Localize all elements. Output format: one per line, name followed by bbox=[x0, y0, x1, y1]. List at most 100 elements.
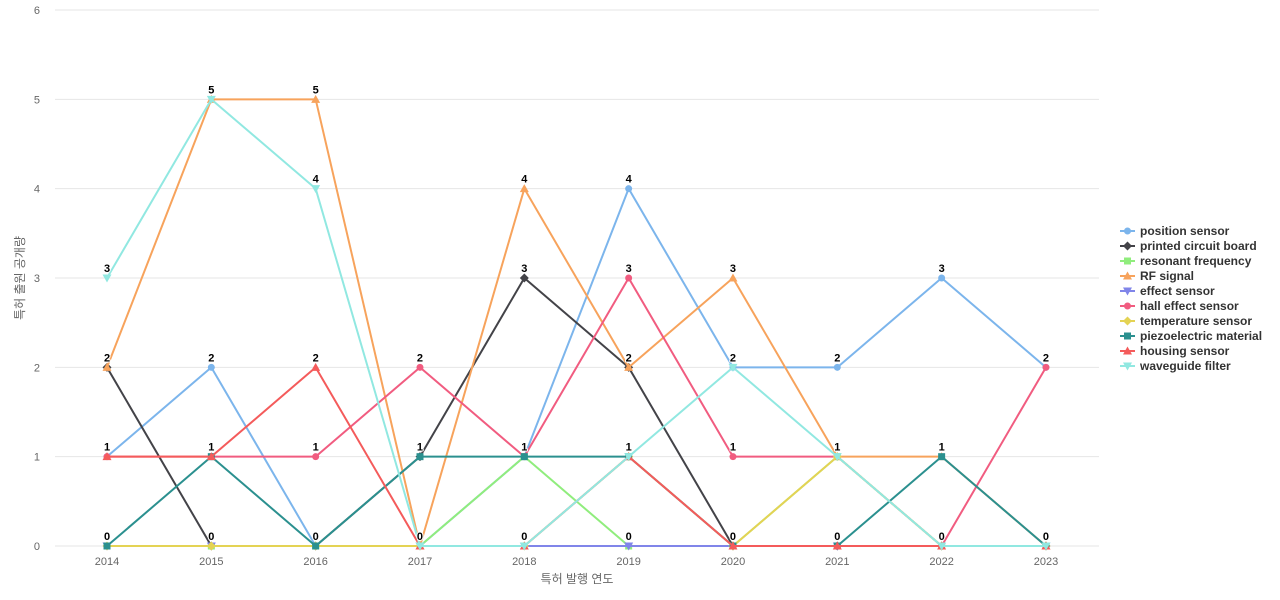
data-point[interactable] bbox=[520, 453, 528, 461]
data-point[interactable] bbox=[103, 542, 111, 550]
legend-label: resonant frequency bbox=[1140, 254, 1252, 268]
data-point[interactable] bbox=[311, 362, 321, 371]
data-label: 2 bbox=[417, 352, 423, 364]
legend-item[interactable]: waveguide filter bbox=[1120, 359, 1231, 373]
data-point[interactable] bbox=[624, 542, 634, 551]
y-tick-label: 4 bbox=[34, 184, 40, 196]
data-labels: 3 2 1 0 5 2 1 0 5 4 2 1 0 2 1 0 4 3 1 0 4 3 2 1 0 3 2 1 0 2 1 0 3 1 0 2 0 bbox=[103, 83, 1050, 544]
legend-item[interactable]: effect sensor bbox=[1120, 284, 1215, 298]
data-point[interactable] bbox=[102, 452, 112, 461]
y-tick-label: 0 bbox=[34, 541, 40, 553]
series-line bbox=[106, 98, 1046, 547]
data-point[interactable] bbox=[102, 274, 112, 283]
x-tick-label: 2022 bbox=[929, 556, 953, 568]
data-point[interactable] bbox=[519, 542, 529, 551]
data-label: 3 bbox=[104, 263, 110, 275]
legend-marker bbox=[1123, 287, 1132, 296]
data-point[interactable] bbox=[416, 453, 424, 461]
data-point[interactable] bbox=[415, 542, 425, 551]
data-point[interactable] bbox=[624, 362, 634, 371]
data-point[interactable] bbox=[728, 363, 738, 372]
data-point[interactable] bbox=[312, 542, 320, 550]
data-label: 2 bbox=[834, 352, 840, 364]
data-point[interactable] bbox=[625, 185, 633, 193]
data-point[interactable] bbox=[937, 542, 947, 551]
data-label: 1 bbox=[939, 442, 945, 454]
data-label: 5 bbox=[208, 84, 214, 96]
data-point[interactable] bbox=[729, 453, 737, 461]
y-tick-label: 6 bbox=[34, 5, 40, 17]
data-point[interactable] bbox=[102, 362, 112, 371]
data-label: 3 bbox=[730, 263, 736, 275]
data-point[interactable] bbox=[1042, 363, 1050, 371]
data-point[interactable] bbox=[833, 363, 841, 371]
y-tick-label: 5 bbox=[34, 94, 40, 106]
data-point[interactable] bbox=[519, 273, 529, 283]
legend-label: printed circuit board bbox=[1140, 239, 1257, 253]
data-point[interactable] bbox=[832, 541, 842, 550]
legend-label: piezoelectric material bbox=[1140, 329, 1262, 343]
data-point[interactable] bbox=[728, 541, 738, 550]
legend-marker bbox=[1124, 332, 1131, 340]
data-label: 5 bbox=[313, 84, 319, 96]
data-label: 0 bbox=[1043, 531, 1049, 543]
data-label: 2 bbox=[1043, 352, 1049, 364]
data-point[interactable] bbox=[206, 541, 216, 551]
series-line bbox=[107, 277, 1047, 547]
data-point[interactable] bbox=[938, 453, 946, 461]
legend-label: effect sensor bbox=[1140, 284, 1215, 298]
data-point[interactable] bbox=[311, 185, 321, 194]
legend-marker bbox=[1124, 257, 1131, 265]
data-label: 0 bbox=[521, 531, 527, 543]
legend-item[interactable]: housing sensor bbox=[1120, 344, 1230, 358]
data-point[interactable] bbox=[519, 184, 529, 193]
data-point[interactable] bbox=[207, 363, 215, 371]
data-point[interactable] bbox=[728, 273, 738, 282]
data-label: 0 bbox=[730, 531, 736, 543]
legend-item[interactable]: resonant frequency bbox=[1120, 254, 1252, 268]
data-point[interactable] bbox=[311, 94, 321, 103]
data-point[interactable] bbox=[416, 363, 424, 371]
data-point[interactable] bbox=[938, 274, 946, 282]
legend-item[interactable]: hall effect sensor bbox=[1120, 299, 1239, 313]
data-point[interactable] bbox=[832, 453, 842, 462]
legend-marker bbox=[1123, 346, 1132, 355]
legend-item[interactable]: position sensor bbox=[1120, 224, 1230, 238]
data-label: 0 bbox=[939, 531, 945, 543]
legend-item[interactable]: temperature sensor bbox=[1120, 314, 1252, 328]
data-point[interactable] bbox=[206, 95, 216, 104]
data-label: 1 bbox=[208, 442, 214, 454]
data-point[interactable] bbox=[624, 453, 634, 462]
y-tick-label: 2 bbox=[34, 362, 40, 374]
data-point[interactable] bbox=[312, 453, 320, 461]
data-label: 4 bbox=[313, 174, 320, 186]
legend-label: temperature sensor bbox=[1140, 314, 1252, 328]
data-point[interactable] bbox=[1041, 542, 1051, 551]
data-label: 4 bbox=[521, 174, 528, 186]
series-line bbox=[106, 98, 1047, 547]
x-tick-label: 2015 bbox=[199, 556, 223, 568]
legend-item[interactable]: RF signal bbox=[1120, 269, 1194, 283]
data-label: 0 bbox=[208, 531, 214, 543]
x-tick-label: 2021 bbox=[825, 556, 849, 568]
x-tick-label: 2018 bbox=[512, 556, 536, 568]
legend-marker bbox=[1123, 362, 1132, 371]
data-label: 1 bbox=[834, 442, 840, 454]
data-point[interactable] bbox=[206, 452, 216, 461]
data-label: 0 bbox=[417, 531, 423, 543]
legend-item[interactable]: printed circuit board bbox=[1120, 239, 1257, 253]
series-waveguide-filter bbox=[102, 95, 1051, 551]
data-label: 0 bbox=[626, 531, 632, 543]
legend-marker bbox=[1123, 241, 1132, 251]
data-label: 2 bbox=[208, 352, 214, 364]
legend-label: RF signal bbox=[1140, 269, 1194, 283]
legend-item[interactable]: piezoelectric material bbox=[1120, 329, 1262, 343]
data-label: 1 bbox=[730, 442, 736, 454]
x-tick-label: 2017 bbox=[408, 556, 432, 568]
y-tick-label: 3 bbox=[34, 273, 40, 285]
data-label: 4 bbox=[626, 174, 633, 186]
data-label: 3 bbox=[939, 263, 945, 275]
data-point[interactable] bbox=[625, 274, 633, 282]
data-label: 2 bbox=[104, 352, 110, 364]
